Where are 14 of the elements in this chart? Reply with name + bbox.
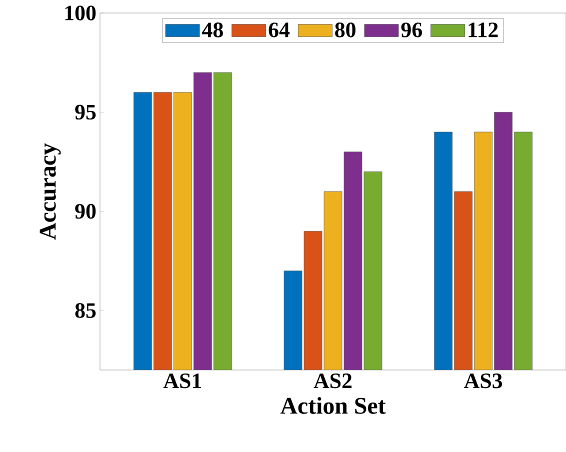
legend-label: 64 (268, 22, 290, 38)
legend-label: 96 (401, 22, 422, 38)
x-tick-label: AS1 (163, 374, 202, 388)
x-tick-label: AS2 (314, 374, 352, 388)
y-tick-label: 100 (65, 6, 96, 20)
y-axis-title: Accuracy (40, 143, 61, 240)
x-tick-label: AS3 (464, 374, 502, 388)
legend-label: 80 (335, 22, 356, 38)
y-tick-label: 95 (75, 104, 96, 120)
y-tick-label: 85 (75, 303, 96, 318)
x-axis-title: Action Set (280, 397, 386, 414)
y-tick-label: 90 (75, 204, 96, 219)
legend-label: 48 (202, 22, 223, 38)
legend-label: 112 (468, 22, 498, 38)
